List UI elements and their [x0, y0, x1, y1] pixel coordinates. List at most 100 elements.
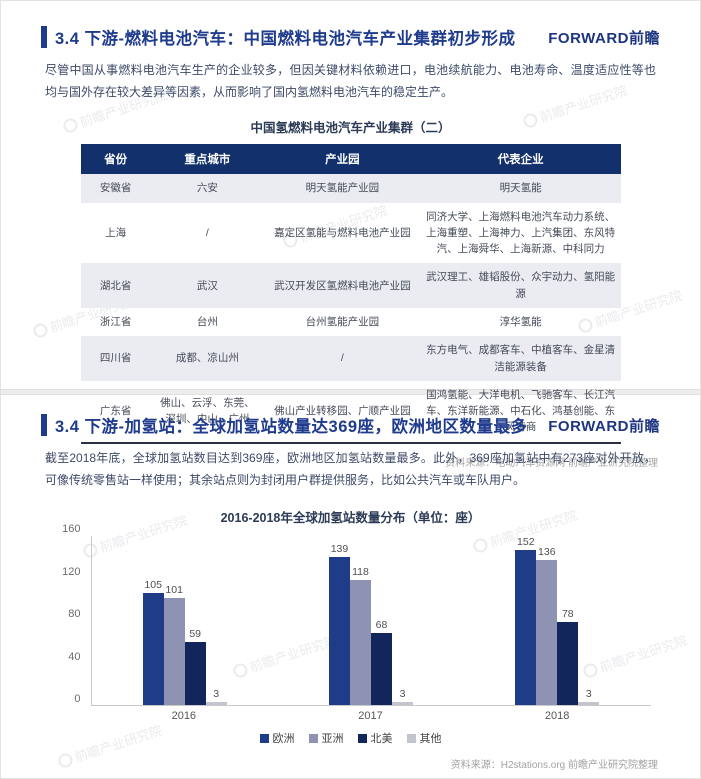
cluster-table-body: 安徽省 六安 明天氢能产业园 明天氢能 上海 / 嘉定区氢能与燃料电池产业园 同济大学、上海燃…	[80, 174, 621, 443]
table-cell: 湖北省	[99, 279, 132, 292]
table-cell: 成都、凉山州	[175, 352, 239, 365]
column-header: 代表企业	[420, 144, 621, 175]
table-cell: 明天氢能	[499, 182, 542, 195]
legend-item: 其他	[406, 730, 442, 746]
table-cell: 武汉理工、雄韬股份、众宇动力、氢阳能源	[426, 271, 616, 300]
section-fuel-cell-vehicles: 3.4 下游-燃料电池汽车：中国燃料电池汽车产业集群初步形成 FORWARD前瞻…	[1, 1, 700, 469]
chart-legend: 欧洲 亚洲 北美 其他	[41, 730, 660, 746]
y-tick-label: 120	[62, 565, 81, 578]
table-cell: 浙江省	[99, 315, 132, 328]
bar-欧洲	[515, 550, 537, 706]
section1-title-row: 3.4 下游-燃料电池汽车：中国燃料电池汽车产业集群初步形成 FORWARD前瞻	[41, 25, 660, 49]
table-cell: 四川省	[99, 352, 132, 365]
table-cell: 同济大学、上海燃料电池汽车动力系统、上海重塑、上海神力、上汽集团、东风特汽、上海…	[426, 210, 616, 256]
table-cell: 六安	[196, 182, 218, 195]
legend-swatch	[357, 733, 367, 743]
x-axis-label: 2017	[358, 710, 383, 723]
bar-value-label: 78	[561, 608, 574, 621]
bar-欧洲	[328, 557, 350, 706]
table-header-row: 省份 重点城市 产业园 代表企业	[80, 144, 621, 175]
cluster-table-head: 省份 重点城市 产业园 代表企业	[80, 144, 621, 175]
bar-value-label: 136	[538, 546, 556, 559]
legend-item: 亚洲	[308, 730, 344, 746]
legend-swatch	[308, 733, 318, 743]
legend-label: 北美	[370, 733, 393, 746]
bar-亚洲	[536, 560, 558, 706]
bar-column: 3	[205, 536, 227, 706]
cluster-table-title: 中国氢燃料电池汽车产业集群（二）	[250, 121, 451, 136]
title-accent-bar	[41, 414, 47, 436]
bar-group: 105 101 59 3	[142, 536, 227, 706]
section1-paragraph: 尽管中国从事燃料电池汽车生产的企业较多，但因关键材料依赖进口，电池续航能力、电池…	[45, 63, 656, 100]
column-header: 省份	[80, 144, 151, 175]
bar-column: 105	[142, 536, 164, 706]
y-tick-label: 160	[62, 523, 81, 536]
table-row: 四川省 成都、凉山州 / 东方电气、成都客车、中植客车、金星清洁能源装备	[80, 336, 621, 381]
table-cell: 国鸿氢能、大洋电机、飞驰客车、长江汽车、东洋新能源、中石化、鸿基创能、东风特商	[426, 388, 616, 434]
table-cell: 广东省	[99, 405, 132, 418]
forward-logo: FORWARD前瞻	[548, 29, 660, 47]
section-hydrogen-stations: 3.4 下游-加氢站：全球加氢站数量达369座，欧洲地区数量最多 FORWARD…	[1, 395, 700, 771]
table-cell: 佛山产业转移园、广顺产业园	[274, 405, 411, 418]
bar-value-label: 105	[144, 579, 162, 592]
table-cell: /	[205, 226, 209, 239]
bar-value-label: 3	[585, 688, 592, 701]
bar-column: 139	[328, 536, 350, 706]
bar-column: 78	[557, 536, 579, 706]
bar-column: 59	[184, 536, 206, 706]
forward-logo: FORWARD前瞻	[548, 417, 660, 435]
y-tick-label: 80	[68, 608, 81, 621]
legend-label: 欧洲	[272, 733, 295, 746]
bar-group: 152 136 78 3	[515, 536, 600, 706]
bar-其他	[391, 702, 413, 706]
bar-column: 118	[349, 536, 371, 706]
section2-title: 3.4 下游-加氢站：全球加氢站数量达369座，欧洲地区数量最多	[55, 418, 528, 436]
bar-chart: 105 101 59 3 139 118 68 3 152 136 78 3 2016 2017 2018…	[51, 523, 651, 723]
bar-column: 101	[163, 536, 185, 706]
table-cell: 明天氢能产业园	[305, 182, 380, 195]
table-cell: 上海	[105, 226, 127, 239]
bar-value-label: 152	[517, 536, 535, 549]
bar-其他	[578, 702, 600, 706]
legend-swatch	[406, 733, 416, 743]
bar-value-label: 59	[189, 628, 201, 641]
bar-column: 3	[578, 536, 600, 706]
table-cell: 淳华氢能	[499, 315, 542, 328]
bar-北美	[184, 642, 206, 706]
table-row: 广东省 佛山、云浮、东莞、深圳、中山、广州 佛山产业转移园、广顺产业园 国鸿氢能、大洋…	[81, 381, 621, 443]
section2-title-row: 3.4 下游-加氢站：全球加氢站数量达369座，欧洲地区数量最多 FORWARD…	[41, 413, 660, 437]
table-cell: 台州	[196, 315, 218, 328]
legend-label: 其他	[419, 733, 442, 746]
x-axis-label: 2016	[171, 710, 197, 723]
bar-column: 136	[536, 536, 558, 706]
section2-paragraph: 截至2018年底，全球加氢站数目达到369座，欧洲地区加氢站数量最多。此外，36…	[45, 451, 656, 488]
cluster-table: 省份 重点城市 产业园 代表企业 安徽省 六安 明天氢能产业园 明天氢能 上海 / 嘉定区氢能与燃…	[80, 144, 621, 444]
y-tick-label: 40	[68, 650, 81, 663]
x-axis-label: 2018	[544, 710, 570, 723]
bar-北美	[557, 622, 579, 706]
section2-source-note: 资料来源：H2stations.org 前瞻产业研究院整理	[450, 760, 658, 772]
table-row: 上海 / 嘉定区氢能与燃料电池产业园 同济大学、上海燃料电池汽车动力系统、上海重塑、上…	[81, 203, 621, 264]
y-tick-label: 0	[74, 693, 81, 706]
title-accent-bar	[41, 26, 47, 48]
table-cell: 安徽省	[99, 182, 132, 195]
bar-column: 3	[391, 536, 413, 706]
section-divider	[1, 389, 700, 395]
bar-value-label: 3	[399, 688, 406, 701]
legend-item: 北美	[357, 730, 393, 746]
bar-group: 139 118 68 3	[328, 536, 413, 706]
column-header: 重点城市	[150, 144, 265, 175]
table-cell: 武汉开发区氢燃料电池产业园	[274, 279, 411, 292]
section1-source-note: 资料来源：电动汽车资源网 前瞻产业研究院整理	[445, 457, 658, 469]
bar-value-label: 68	[375, 619, 388, 632]
table-cell: 佛山、云浮、东莞、深圳、中山、广州	[160, 396, 255, 426]
bar-其他	[205, 702, 227, 706]
bar-column: 152	[515, 536, 537, 706]
bar-value-label: 101	[165, 584, 183, 597]
bar-欧洲	[142, 593, 164, 706]
table-cell: /	[340, 352, 344, 365]
table-row: 浙江省 台州 台州氢能产业园 淳华氢能	[81, 308, 621, 336]
chart-plot-area: 105 101 59 3 139 118 68 3 152 136 78 3	[90, 536, 651, 707]
legend-swatch	[259, 733, 269, 743]
table-cell: 台州氢能产业园	[305, 315, 380, 328]
